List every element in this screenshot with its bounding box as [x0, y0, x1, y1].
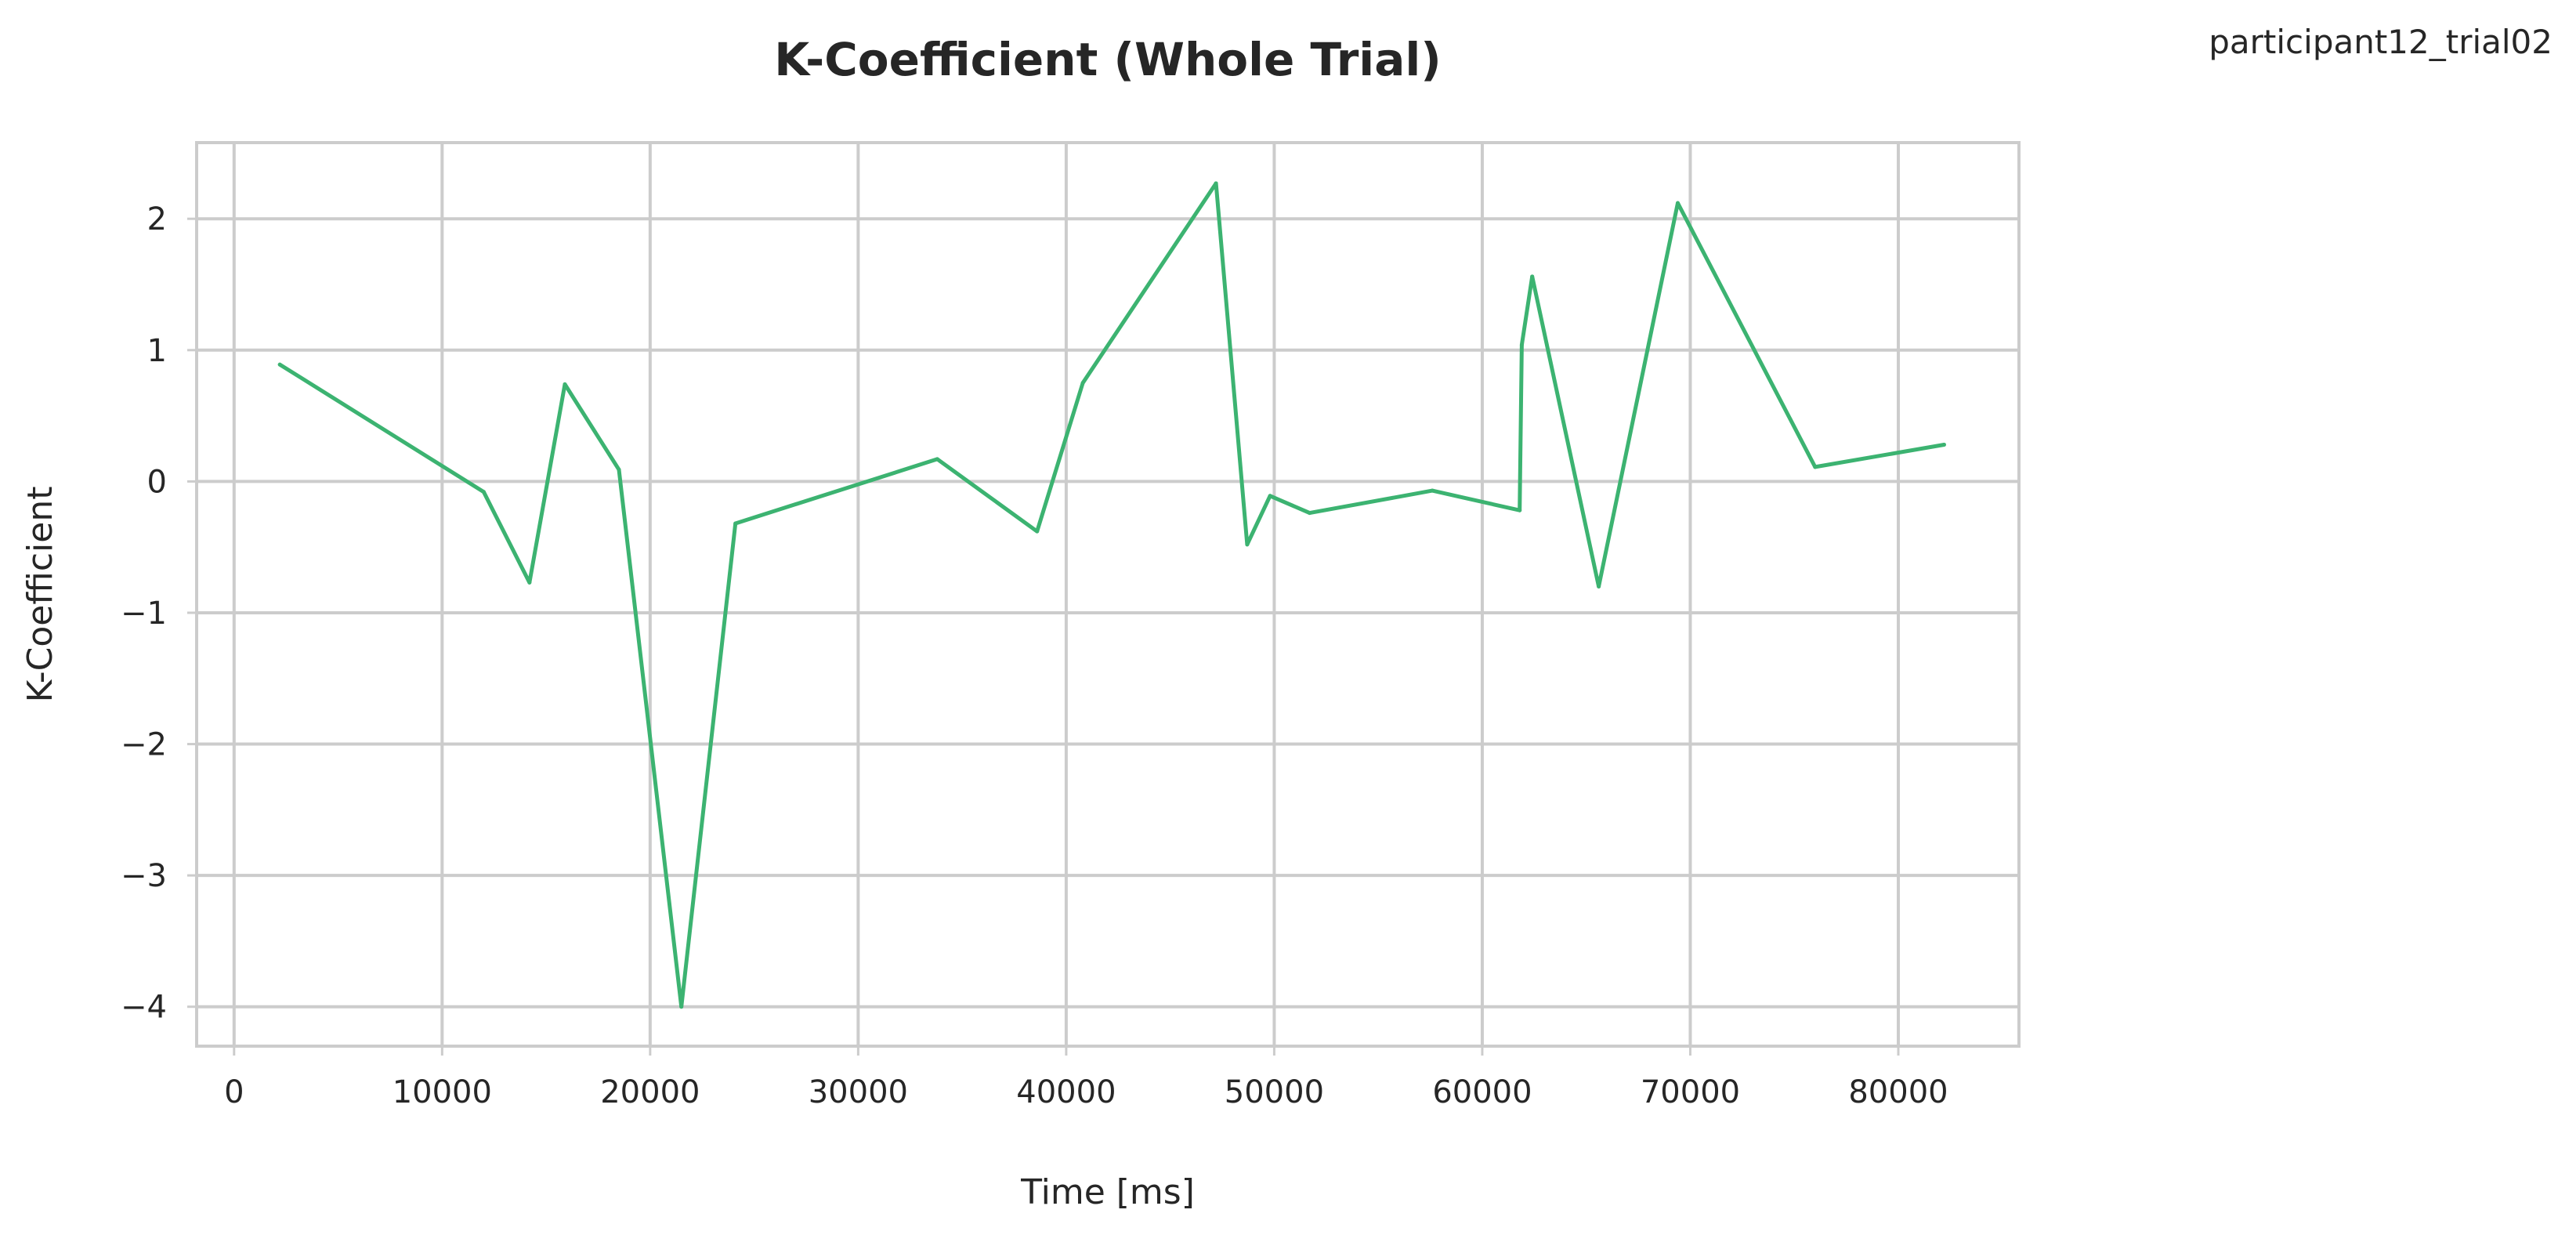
x-axis-ticks: 0 10000 20000 30000 40000 50000 60000 70000 8000… [224, 1046, 1948, 1110]
data-point [1308, 511, 1312, 516]
data-point [733, 521, 738, 526]
data-point [1518, 508, 1522, 512]
y-axis-label: K-Coefficient [20, 487, 60, 703]
y-tick-label: −2 [121, 727, 167, 763]
data-point [1941, 442, 1946, 447]
y-tick-label: −3 [121, 858, 167, 894]
x-axis-label: Time [ms] [1020, 1172, 1195, 1212]
x-tick-label: 0 [224, 1074, 244, 1110]
data-point [1035, 529, 1040, 534]
data-point [1214, 181, 1218, 186]
data-point [1519, 342, 1524, 347]
x-tick-label: 20000 [600, 1074, 700, 1110]
data-point [1813, 465, 1818, 469]
x-tick-label: 70000 [1641, 1074, 1740, 1110]
y-tick-label: −4 [121, 990, 167, 1026]
corner-label: participant12_trial02 [2209, 23, 2552, 61]
y-tick-label: 2 [147, 201, 167, 237]
data-point [527, 580, 532, 585]
data-point [1268, 494, 1272, 498]
x-tick-label: 50000 [1225, 1074, 1324, 1110]
data-point [1245, 542, 1250, 547]
data-point [1530, 274, 1535, 279]
series-line-0 [277, 181, 1946, 1009]
x-tick-label: 40000 [1016, 1074, 1116, 1110]
data-point [1676, 201, 1681, 205]
data-point [563, 382, 567, 386]
data-point [277, 362, 282, 367]
data-point [1430, 488, 1435, 493]
plot-area-frame [195, 141, 2021, 1048]
y-tick-label: −1 [121, 596, 167, 632]
y-axis-ticks: 2 1 0 −1 −2 −3 −4 [121, 201, 197, 1026]
x-tick-label: 60000 [1432, 1074, 1532, 1110]
chart-title: K-Coefficient (Whole Trial) [774, 33, 1441, 86]
x-tick-label: 80000 [1848, 1074, 1948, 1110]
grid [197, 143, 2019, 1046]
x-tick-label: 30000 [809, 1074, 908, 1110]
y-tick-label: 0 [147, 464, 167, 500]
y-tick-label: 1 [147, 333, 167, 369]
series-layer [277, 181, 1946, 1009]
data-point [1597, 584, 1601, 589]
data-point [935, 457, 939, 462]
data-point [481, 490, 486, 494]
data-point [679, 1005, 684, 1009]
data-point [1080, 381, 1085, 386]
data-point [617, 467, 621, 472]
x-tick-label: 10000 [393, 1074, 492, 1110]
